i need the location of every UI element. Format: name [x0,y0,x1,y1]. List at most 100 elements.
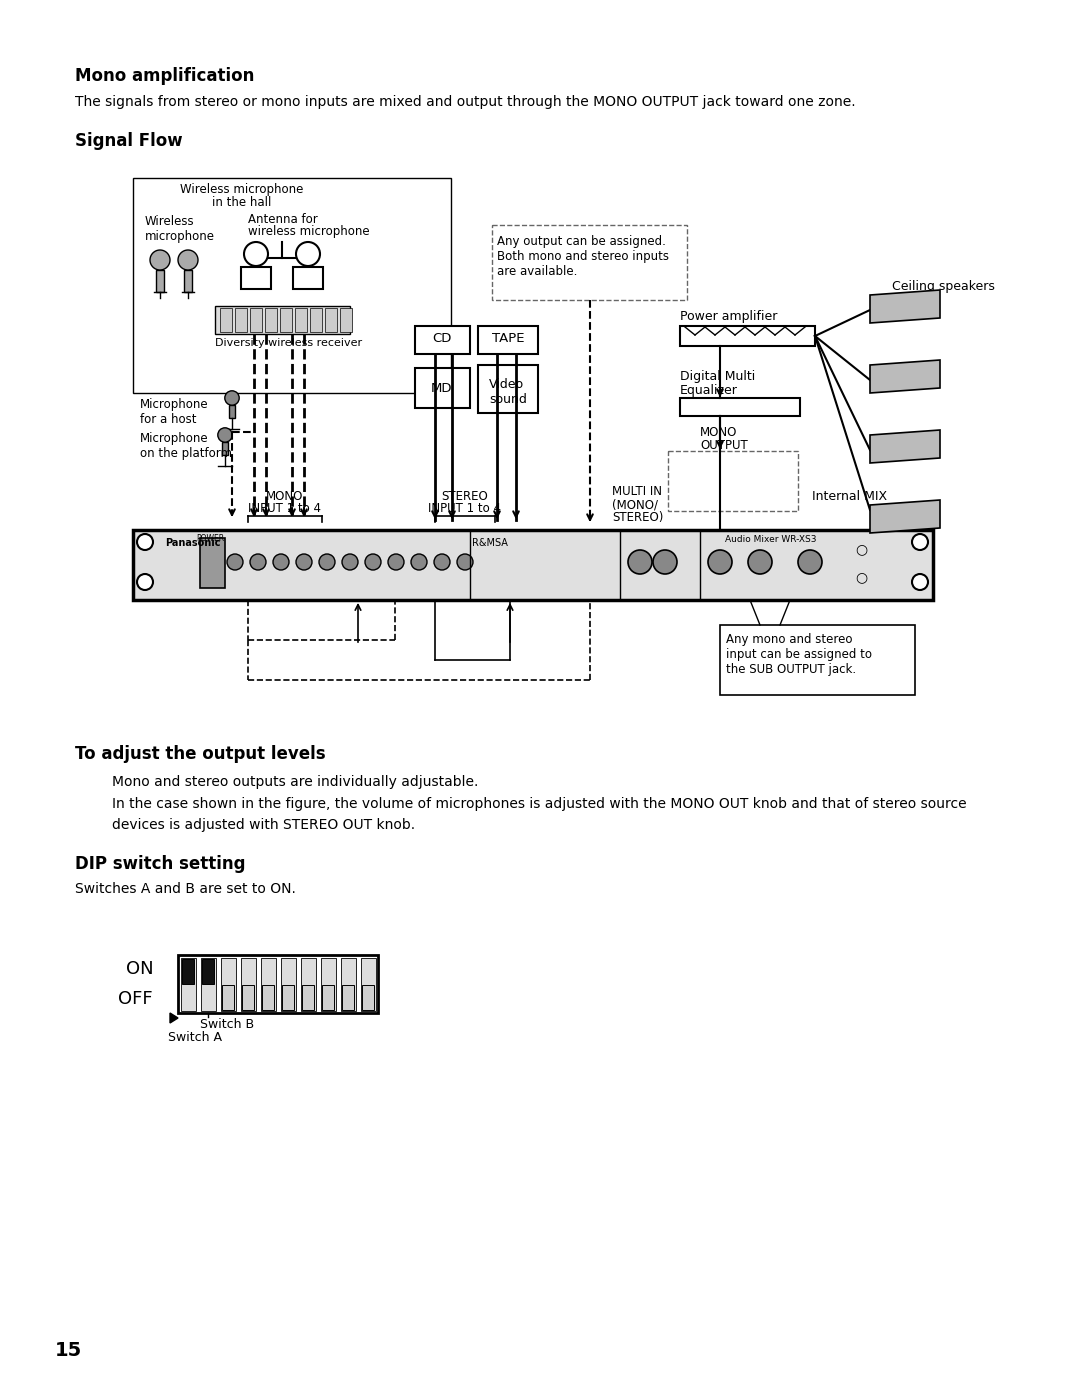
Circle shape [365,555,381,570]
Circle shape [273,555,289,570]
Text: In the case shown in the figure, the volume of microphones is adjusted with the : In the case shown in the figure, the vol… [112,798,967,812]
Bar [340,307,352,332]
Text: R&MSA: R&MSA [472,538,508,548]
Circle shape [653,550,677,574]
Circle shape [178,250,198,270]
Bar [133,529,933,599]
Bar [178,956,378,1013]
Text: Any mono and stereo: Any mono and stereo [726,633,852,645]
Polygon shape [870,500,940,534]
Circle shape [296,242,320,265]
Bar [241,267,271,289]
Polygon shape [870,291,940,323]
Bar [200,538,225,588]
Text: INPUT 1 to 4: INPUT 1 to 4 [248,502,322,515]
Text: 15: 15 [55,1341,82,1361]
Circle shape [137,534,153,550]
Text: TAPE: TAPE [491,332,524,345]
Bar [362,985,374,1010]
Bar [156,270,164,292]
Bar [295,307,307,332]
Bar [260,957,275,1010]
Bar [242,985,254,1010]
Bar [280,307,292,332]
Text: Video
sound: Video sound [489,379,527,407]
Bar [180,957,195,1010]
Circle shape [249,555,266,570]
Circle shape [342,555,357,570]
Circle shape [388,555,404,570]
Text: ○: ○ [855,570,867,584]
Text: MONO: MONO [700,426,738,439]
Circle shape [218,427,232,443]
Text: The signals from stereo or mono inputs are mixed and output through the MONO OUT: The signals from stereo or mono inputs a… [75,95,855,109]
Bar [325,307,337,332]
Polygon shape [870,430,940,462]
Polygon shape [170,1013,178,1023]
Text: devices is adjusted with STEREO OUT knob.: devices is adjusted with STEREO OUT knob… [112,819,415,833]
Text: MD: MD [431,381,453,395]
Bar [415,367,470,408]
Text: Switch A: Switch A [168,1031,222,1044]
Bar [669,451,798,511]
Text: Microphone
on the platform: Microphone on the platform [140,432,232,460]
Text: MULTI IN: MULTI IN [612,485,662,497]
Text: Microphone
for a host: Microphone for a host [140,398,208,426]
Bar [415,326,470,353]
Text: (MONO/: (MONO/ [612,497,658,511]
Bar [201,957,216,1010]
Bar [202,958,214,983]
Circle shape [627,550,652,574]
Text: Ceiling speakers: Ceiling speakers [892,279,995,293]
Text: ○: ○ [855,542,867,556]
Bar [183,958,194,983]
Circle shape [227,555,243,570]
Circle shape [798,550,822,574]
Text: Digital Multi: Digital Multi [680,370,755,383]
Bar [478,365,538,414]
Bar [680,326,815,346]
Text: Power amplifier: Power amplifier [680,310,778,323]
Text: Any output can be assigned.: Any output can be assigned. [497,235,666,249]
Bar [249,307,262,332]
Text: OFF: OFF [118,990,152,1009]
Circle shape [708,550,732,574]
Text: input can be assigned to: input can be assigned to [726,648,872,661]
Circle shape [434,555,450,570]
Text: To adjust the output levels: To adjust the output levels [75,745,326,763]
Circle shape [457,555,473,570]
Text: Switch B: Switch B [200,1018,254,1031]
Circle shape [150,250,170,270]
Text: Wireless
microphone: Wireless microphone [145,215,215,243]
Text: the SUB OUTPUT jack.: the SUB OUTPUT jack. [726,664,856,676]
Text: Mono and stereo outputs are individually adjustable.: Mono and stereo outputs are individually… [112,775,478,789]
Text: Signal Flow: Signal Flow [75,131,183,149]
Text: OUTPUT: OUTPUT [700,439,747,453]
Text: Audio Mixer WR-XS3: Audio Mixer WR-XS3 [725,535,816,543]
Bar [222,443,228,455]
Circle shape [748,550,772,574]
Text: Panasonic: Panasonic [165,538,220,548]
Circle shape [411,555,427,570]
Text: MONO: MONO [267,490,303,503]
Bar [220,957,235,1010]
Bar [222,985,234,1010]
Text: are available.: are available. [497,265,578,278]
Text: Mono amplification: Mono amplification [75,67,255,85]
Text: Diversity wireless receiver: Diversity wireless receiver [215,338,362,348]
Text: STEREO: STEREO [442,490,488,503]
Bar [241,957,256,1010]
Bar [262,985,274,1010]
Circle shape [137,574,153,590]
Bar [293,267,323,289]
Text: Equalizer: Equalizer [680,384,738,397]
Circle shape [244,242,268,265]
Bar [133,177,451,393]
Text: INPUT 1 to 4: INPUT 1 to 4 [429,502,501,515]
Bar [282,985,294,1010]
Bar [300,957,315,1010]
Circle shape [319,555,335,570]
Bar [220,307,232,332]
Bar [321,957,336,1010]
Bar [680,398,800,416]
